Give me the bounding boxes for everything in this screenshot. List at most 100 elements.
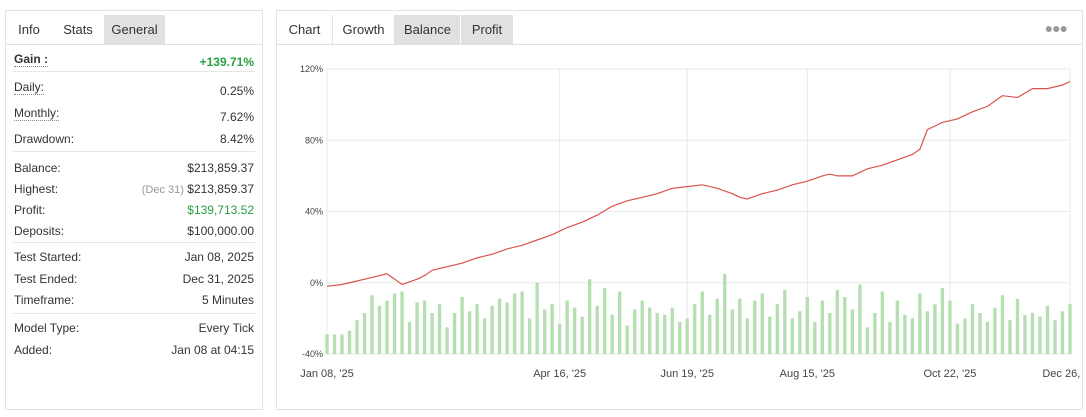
growth-bar [895, 300, 900, 354]
growth-bar [820, 300, 824, 354]
growth-bar [355, 320, 359, 354]
growth-bar [572, 307, 577, 354]
tab-info[interactable]: Info [6, 15, 52, 44]
x-tick-label: Oct 22, '25 [923, 368, 976, 380]
growth-bar [580, 316, 584, 354]
daily-value: 0.25% [219, 84, 254, 98]
test-ended-label: Test Ended: [14, 272, 78, 286]
growth-bar [535, 282, 539, 354]
growth-bar [437, 304, 442, 355]
growth-bar [888, 321, 892, 354]
tab-growth[interactable]: Growth [332, 15, 395, 44]
growth-bar [377, 305, 382, 354]
growth-bar [783, 289, 787, 355]
growth-bar [407, 321, 412, 354]
profit-value: $139,713.52 [187, 203, 254, 217]
growth-bar [805, 297, 809, 354]
growth-bar [640, 300, 644, 354]
growth-bar [497, 298, 502, 354]
growth-chart: -40% 0% 40% 80% 120% Jan 08, '25 Apr 16, '25 Ju… [300, 64, 1082, 380]
growth-bar [430, 313, 434, 354]
growth-bar [1015, 298, 1020, 354]
x-tick-label: Apr 16, '25 [533, 368, 586, 380]
growth-bar [460, 297, 464, 354]
growth-bar [730, 309, 734, 354]
gain-row: Gain : +139.71% [13, 45, 255, 71]
growth-bar [475, 304, 479, 355]
growth-bar [482, 318, 487, 355]
timeframe-value: 5 Minutes [201, 293, 254, 307]
y-tick-label: 120% [300, 64, 323, 74]
growth-bar [603, 288, 607, 354]
growth-bar [685, 318, 689, 355]
growth-bar [385, 300, 389, 354]
test-ended-row: Test Ended: Dec 31, 2025 [13, 265, 255, 286]
stats-panel: Info Stats General Gain : +139.71% Daily… [5, 10, 263, 410]
growth-bar [925, 311, 930, 354]
growth-bar [678, 321, 682, 354]
chart-panel: Chart Growth Balance Profit ●●● -40% 0% 40… [276, 10, 1083, 410]
growth-bar [340, 334, 344, 354]
growth-bar [940, 288, 945, 354]
growth-bar [745, 318, 749, 355]
growth-bar [415, 302, 419, 354]
stats-list: Gain : +139.71% Daily: 0.25% Monthly: 7.… [13, 45, 255, 357]
balance-row: Balance: $213,859.37 [13, 151, 255, 175]
growth-bar [775, 304, 779, 355]
gain-value: +139.71% [199, 55, 254, 69]
test-ended-value: Dec 31, 2025 [182, 272, 254, 286]
growth-bar [490, 305, 494, 354]
tab-balance[interactable]: Balance [395, 15, 460, 44]
growth-bar [880, 291, 885, 354]
growth-bar [347, 330, 352, 354]
growth-bar [858, 284, 862, 354]
growth-bar [948, 300, 952, 354]
growth-bar [625, 325, 629, 354]
tab-profit[interactable]: Profit [461, 15, 513, 44]
growth-bar [362, 313, 367, 354]
test-started-value: Jan 08, 2025 [184, 250, 254, 264]
growth-bar [648, 307, 652, 354]
growth-bar [1068, 304, 1072, 355]
growth-bar [768, 316, 772, 354]
growth-bar [813, 321, 817, 354]
added-row: Added: Jan 08 at 04:15 [13, 336, 255, 357]
y-tick-label: 0% [310, 278, 323, 288]
daily-label: Daily: [14, 80, 45, 95]
growth-bar [798, 311, 802, 354]
highest-label: Highest: [14, 182, 59, 196]
growth-bar [370, 295, 374, 354]
growth-bar [970, 304, 975, 355]
highest-row: Highest: (Dec 31) $213,859.37 [13, 173, 255, 196]
growth-bar [325, 334, 329, 354]
highest-value: $213,859.37 [187, 182, 254, 196]
ellipsis-icon[interactable]: ●●● [1044, 20, 1068, 36]
monthly-value: 7.62% [219, 110, 254, 124]
tab-stats[interactable]: Stats [52, 15, 104, 44]
growth-bar [850, 309, 855, 354]
growth-bar [618, 291, 622, 354]
growth-bar [505, 302, 509, 354]
growth-bar [542, 309, 547, 354]
growth-bar [467, 311, 472, 354]
y-tick-label: 40% [305, 207, 323, 217]
model-type-label: Model Type: [14, 321, 80, 335]
growth-bar [903, 314, 907, 354]
balance-label: Balance: [14, 161, 61, 175]
growth-bar [993, 307, 997, 354]
growth-bar [610, 314, 614, 354]
growth-bar [1030, 313, 1035, 354]
tab-chart[interactable]: Chart [277, 15, 332, 44]
test-started-row: Test Started: Jan 08, 2025 [13, 242, 255, 265]
growth-bar [708, 314, 712, 354]
growth-bar [933, 304, 937, 355]
growth-bar [918, 293, 922, 354]
growth-bar [452, 313, 457, 354]
growth-bar [1053, 320, 1057, 354]
growth-bar [445, 327, 449, 354]
growth-bar [955, 323, 960, 354]
growth-bar [790, 318, 794, 355]
growth-bar [1023, 314, 1027, 354]
y-tick-label: -40% [302, 349, 323, 359]
tab-general[interactable]: General [104, 15, 165, 44]
